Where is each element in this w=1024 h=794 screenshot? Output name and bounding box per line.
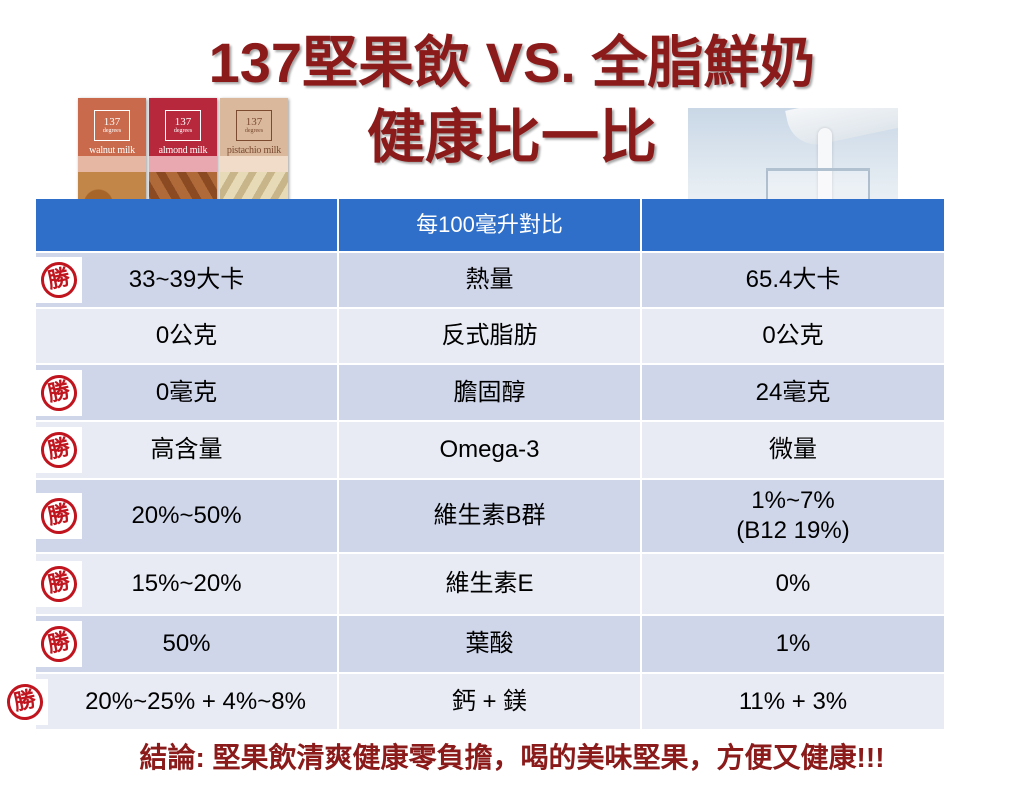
win-stamp-icon: 勝 xyxy=(36,369,82,416)
row-calcium-milk: 11% + 3% xyxy=(642,674,944,729)
row-vite-nut: 勝 15%~20% xyxy=(36,554,337,614)
conclusion-text: 結論: 堅果飲清爽健康零負擔，喝的美味堅果，方便又健康!!! xyxy=(139,742,885,773)
cell-value: 33~39大卡 xyxy=(128,266,245,293)
carton-name: walnut milk xyxy=(89,145,135,156)
row-folate-nut: 勝 50% xyxy=(36,616,337,672)
carton-name: almond milk xyxy=(158,145,208,156)
milk-bottle xyxy=(785,108,898,151)
row-calories-nut: 勝 33~39大卡 xyxy=(36,253,337,307)
row-calcium-nut: 勝 20%~25% + 4%~8% xyxy=(2,674,337,729)
win-stamp-icon: 勝 xyxy=(36,257,82,303)
win-stamp-icon: 勝 xyxy=(36,561,82,607)
row-omega3-nut: 勝 高含量 xyxy=(36,422,337,478)
page-title-line2: 健康比一比 xyxy=(366,105,657,170)
carton-brand: 137 xyxy=(103,116,121,128)
row-vitb-milk: 1%~7% (B12 19%) xyxy=(642,480,944,552)
comparison-table: 每100毫升對比 勝 33~39大卡 熱量 65.4大卡 0公克 反式脂肪 0公… xyxy=(2,199,944,729)
row-vite-item: 維生素E xyxy=(339,554,640,614)
carton-sub: degrees xyxy=(244,128,264,134)
cell-value-note: (B12 19%) xyxy=(736,517,850,544)
carton-brand: 137 xyxy=(174,116,192,128)
header-right xyxy=(642,199,944,251)
cell-value: 15%~20% xyxy=(131,570,242,597)
row-omega3-milk: 微量 xyxy=(642,422,944,478)
row-cholesterol-item: 膽固醇 xyxy=(339,365,640,420)
cell-value: 20%~25% + 4%~8% xyxy=(85,687,306,715)
carton-sub: degrees xyxy=(102,128,122,134)
row-vite-milk: 0% xyxy=(642,554,944,614)
row-transfat-nut: 0公克 xyxy=(36,309,337,363)
win-stamp-icon: 勝 xyxy=(2,678,48,725)
page-title-line1: 137堅果飲 VS. 全脂鮮奶 xyxy=(208,31,816,94)
row-folate-milk: 1% xyxy=(642,616,944,672)
cell-value: 20%~50% xyxy=(131,502,242,529)
carton-sub: degrees xyxy=(173,128,193,134)
carton-name: pistachio milk xyxy=(226,145,282,156)
header-center: 每100毫升對比 xyxy=(339,199,640,251)
row-vitb-nut: 勝 20%~50% xyxy=(36,480,337,552)
row-transfat-item: 反式脂肪 xyxy=(339,309,640,363)
cell-value: 50% xyxy=(162,630,211,657)
cell-value: 高含量 xyxy=(150,436,223,463)
win-stamp-icon: 勝 xyxy=(36,621,82,667)
row-calories-item: 熱量 xyxy=(339,253,640,307)
carton-brand: 137 xyxy=(245,116,263,128)
row-omega3-item: Omega-3 xyxy=(339,422,640,478)
row-calories-milk: 65.4大卡 xyxy=(642,253,944,307)
row-transfat-milk: 0公克 xyxy=(642,309,944,363)
row-calcium-item: 鈣 + 鎂 xyxy=(339,674,640,729)
cell-value: 0公克 xyxy=(155,322,218,349)
row-cholesterol-milk: 24毫克 xyxy=(642,365,944,420)
row-vitb-item: 維生素B群 xyxy=(339,480,640,552)
cell-value: 0毫克 xyxy=(155,378,218,406)
header-left xyxy=(36,199,337,251)
win-stamp-icon: 勝 xyxy=(36,493,82,539)
row-cholesterol-nut: 勝 0毫克 xyxy=(36,365,337,420)
win-stamp-icon: 勝 xyxy=(36,427,82,473)
cell-value: 1%~7% xyxy=(751,487,835,514)
row-folate-item: 葉酸 xyxy=(339,616,640,672)
